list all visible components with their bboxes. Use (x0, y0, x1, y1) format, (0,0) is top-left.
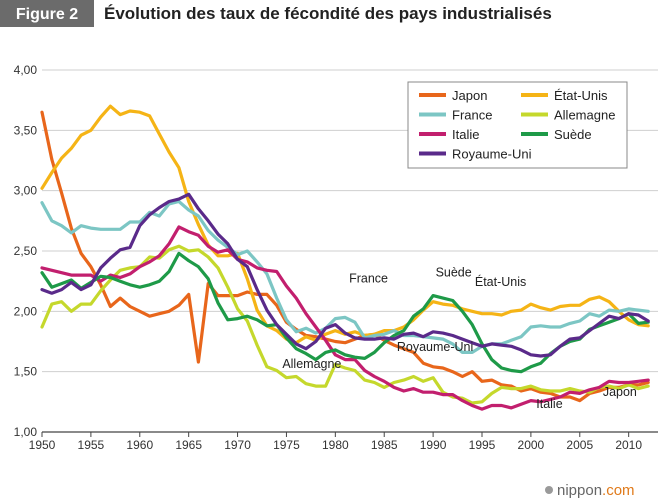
figure-badge: Figure 2 (16, 6, 78, 23)
logo-suffix: .com (602, 482, 635, 499)
logo-dot-icon (545, 486, 553, 494)
x-tick-label: 1965 (175, 438, 202, 452)
x-tick-label: 2000 (518, 438, 545, 452)
nippon-logo: nippon.com (545, 482, 635, 499)
legend-label: Royaume-Uni (452, 147, 532, 162)
annotation-label: Allemagne (282, 357, 341, 371)
chart-title: Évolution des taux de fécondité des pays… (104, 4, 552, 23)
annotation-label: France (349, 271, 388, 285)
x-tick-label: 1985 (371, 438, 398, 452)
x-tick-label: 1950 (29, 438, 56, 452)
series-line-royaume-uni (40, 192, 650, 358)
series-line-france (40, 199, 650, 354)
annotation-label: Suède (436, 265, 472, 279)
y-tick-label: 1,50 (14, 365, 38, 379)
legend-label: État-Unis (554, 88, 608, 103)
logo-main: nippon (557, 482, 602, 499)
annotation-label: Italie (536, 397, 562, 411)
series-lines (40, 104, 650, 411)
x-tick-label: 1960 (126, 438, 153, 452)
y-tick-label: 4,00 (14, 63, 38, 77)
legend-label: Allemagne (554, 108, 615, 123)
figure-badge-bg (0, 0, 94, 27)
series-line-italie (40, 225, 650, 411)
x-tick-label: 1990 (420, 438, 447, 452)
series-line-allemagne (40, 244, 650, 405)
legend-label: Japon (452, 88, 487, 103)
x-tick-label: 2005 (566, 438, 593, 452)
logo-text: nippon.com (557, 482, 635, 499)
x-tick-label: 2010 (615, 438, 642, 452)
x-tick-label: 1975 (273, 438, 300, 452)
legend-label: Italie (452, 127, 479, 142)
x-tick-label: 1995 (469, 438, 496, 452)
series-line-japon (40, 110, 650, 403)
legend: Japon État-Unis France Allemagne Italie Suède… (407, 81, 628, 169)
x-tick-label: 1955 (78, 438, 105, 452)
x-tick-label: 1980 (322, 438, 349, 452)
y-tick-label: 3,00 (14, 184, 38, 198)
legend-label: France (452, 108, 492, 123)
annotation-label: État-Unis (475, 274, 526, 289)
annotation-label: Japon (603, 385, 637, 399)
y-tick-label: 2,00 (14, 304, 38, 318)
y-tick-label: 3,50 (14, 123, 38, 137)
annotation-label: Royaume-Uni (397, 340, 473, 354)
y-tick-label: 2,50 (14, 244, 38, 258)
axes: 1,00 1,50 2,00 2,50 3,00 3,50 4,00 1950 1955 1960… (14, 63, 643, 452)
legend-label: Suède (554, 127, 592, 142)
x-tick-label: 1970 (224, 438, 251, 452)
y-tick-label: 1,00 (14, 425, 38, 439)
